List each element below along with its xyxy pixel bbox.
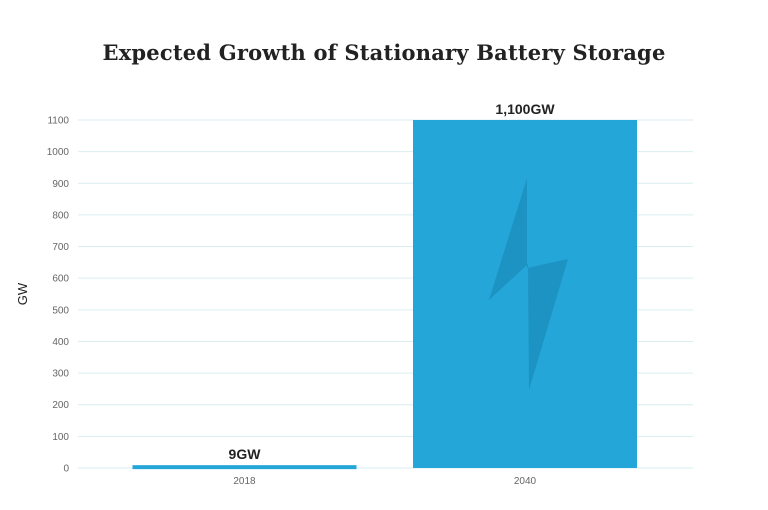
y-tick-label: 200 xyxy=(52,400,69,411)
lightning-bolt-icon xyxy=(489,178,568,390)
y-tick-label: 300 xyxy=(52,369,69,380)
chart-title: Expected Growth of Stationary Battery St… xyxy=(102,40,666,65)
y-axis-ticks: 0 100 200 300 400 500 600 700 800 900 1000 1100 xyxy=(47,116,70,475)
bars xyxy=(132,120,637,470)
y-tick-label: 1100 xyxy=(47,116,69,127)
x-tick-label: 2018 xyxy=(233,476,256,487)
bar-2018 xyxy=(132,465,357,470)
y-tick-label: 1000 xyxy=(47,147,70,158)
y-tick-label: 800 xyxy=(52,210,69,221)
x-tick-label: 2040 xyxy=(514,476,537,487)
y-tick-label: 400 xyxy=(52,337,69,348)
data-label-2040: 1,100GW xyxy=(495,101,555,117)
data-labels: 9GW 1,100GW xyxy=(229,101,556,462)
icon-layer xyxy=(489,178,568,390)
y-tick-label: 100 xyxy=(52,432,69,443)
y-tick-label: 700 xyxy=(52,242,69,253)
y-tick-label: 500 xyxy=(52,305,69,316)
y-axis-title: GW xyxy=(15,282,30,305)
bar-2040 xyxy=(413,120,637,468)
y-tick-label: 0 xyxy=(63,464,69,475)
x-axis-ticks: 2018 2040 xyxy=(233,476,536,487)
data-label-2018: 9GW xyxy=(229,446,262,462)
y-tick-label: 600 xyxy=(52,274,69,285)
y-tick-label: 900 xyxy=(52,179,69,190)
